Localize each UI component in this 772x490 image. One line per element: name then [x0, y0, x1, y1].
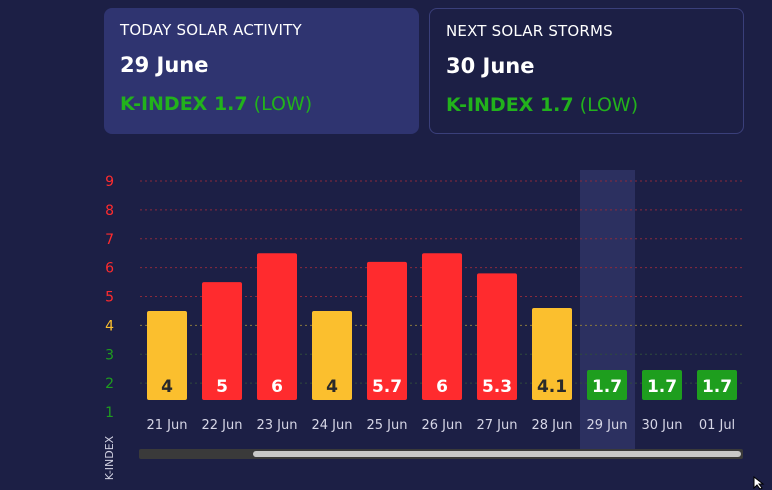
x-tick-label: 21 Jun	[147, 418, 188, 433]
bar-value-label: 4	[161, 377, 173, 397]
x-tick-label: 01 Jul	[699, 418, 735, 433]
today-card-k-index: K-INDEX 1.7 (LOW)	[120, 93, 403, 115]
bar-value-label: 6	[436, 377, 448, 397]
next-card-date: 30 June	[446, 54, 535, 78]
y-tick-label: 8	[105, 203, 114, 219]
bar-value-label: 1.7	[647, 377, 677, 397]
y-tick-label: 5	[105, 290, 114, 306]
bar-value-label: 5	[216, 377, 228, 397]
y-tick-label: 7	[105, 232, 114, 248]
bar-value-label: 4.1	[537, 377, 567, 397]
bar-01-jul	[697, 370, 737, 400]
x-tick-label: 24 Jun	[312, 418, 353, 433]
x-tick-label: 26 Jun	[422, 418, 463, 433]
bar-30-jun	[642, 370, 682, 400]
next-solar-storms-card[interactable]: NEXT SOLAR STORMS 30 June K-INDEX 1.7 (L…	[429, 8, 744, 134]
bar-value-label: 1.7	[702, 377, 732, 397]
next-k-value: K-INDEX 1.7	[446, 94, 574, 116]
y-tick-label: 6	[105, 261, 114, 277]
bar-value-label: 1.7	[592, 377, 622, 397]
today-card-label: TODAY SOLAR ACTIVITY	[120, 21, 302, 39]
today-k-value: K-INDEX 1.7	[120, 93, 248, 115]
bar-28-jun	[532, 308, 572, 400]
x-tick-label: 23 Jun	[257, 418, 298, 433]
bar-value-label: 4	[326, 377, 338, 397]
y-tick-label: 2	[105, 376, 114, 392]
bar-26-jun	[422, 253, 462, 400]
x-tick-label: 29 Jun	[587, 418, 628, 433]
x-tick-label: 28 Jun	[532, 418, 573, 433]
today-solar-activity-card[interactable]: TODAY SOLAR ACTIVITY 29 June K-INDEX 1.7…	[104, 8, 419, 134]
next-card-label: NEXT SOLAR STORMS	[446, 22, 613, 40]
x-tick-label: 25 Jun	[367, 418, 408, 433]
next-card-k-index: K-INDEX 1.7 (LOW)	[446, 94, 727, 116]
today-card-date: 29 June	[120, 53, 209, 77]
bar-value-label: 5.7	[372, 377, 402, 397]
y-tick-label: 1	[105, 405, 114, 421]
bar-27-jun	[477, 273, 517, 400]
y-tick-label: 3	[105, 347, 114, 363]
bar-25-jun	[367, 261, 407, 400]
y-tick-label: 9	[105, 174, 114, 190]
bar-29-jun	[587, 370, 627, 400]
bar-22-jun	[202, 282, 242, 400]
today-k-level: (LOW)	[253, 93, 313, 115]
bar-value-label: 5.3	[482, 377, 512, 397]
bar-value-label: 6	[271, 377, 283, 397]
bar-21-jun	[147, 310, 187, 400]
today-highlight-column	[580, 170, 635, 450]
x-tick-label: 30 Jun	[642, 418, 683, 433]
y-tick-label: 4	[105, 318, 114, 334]
bar-23-jun	[257, 253, 297, 400]
next-k-level: (LOW)	[579, 94, 639, 116]
x-tick-label: 27 Jun	[477, 418, 518, 433]
x-tick-label: 22 Jun	[202, 418, 243, 433]
mouse-cursor-icon	[753, 476, 765, 490]
chart-scrollbar-thumb[interactable]	[253, 451, 741, 457]
y-axis-label: K-INDEX	[103, 435, 116, 480]
bar-24-jun	[312, 310, 352, 400]
